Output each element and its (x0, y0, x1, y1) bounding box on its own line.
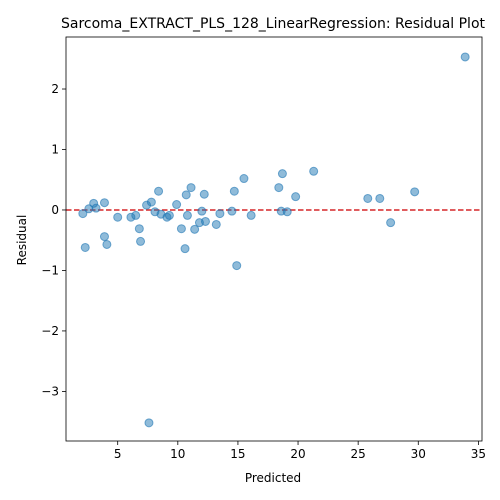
data-points (78, 52, 470, 428)
data-point (154, 186, 164, 196)
data-point (239, 174, 249, 184)
data-point (215, 209, 225, 219)
data-point (134, 224, 144, 234)
x-tick-label: 35 (471, 447, 486, 461)
data-point (246, 210, 256, 220)
data-point (291, 192, 301, 202)
data-point (410, 187, 420, 197)
y-tick-label: −1 (41, 263, 59, 277)
x-tick-label: 15 (230, 447, 245, 461)
data-point (136, 236, 146, 246)
data-point (164, 210, 174, 220)
data-point (199, 189, 209, 199)
data-point (99, 232, 109, 242)
data-point (227, 206, 237, 216)
data-point (375, 193, 385, 203)
data-point (78, 209, 88, 219)
data-point (102, 239, 112, 249)
data-point (99, 198, 109, 208)
data-point (277, 169, 287, 179)
data-point (144, 418, 154, 428)
data-point (113, 212, 123, 222)
data-point (282, 207, 292, 217)
x-tick-label: 10 (170, 447, 185, 461)
data-point (146, 197, 156, 207)
data-point (460, 52, 470, 62)
y-tick-label: −2 (41, 324, 59, 338)
data-point (197, 206, 207, 216)
x-axis-ticks: 5 10 15 20 25 30 35 (114, 441, 486, 461)
data-point (176, 224, 186, 234)
data-point (309, 166, 319, 176)
x-axis-label: Predicted (245, 471, 301, 485)
data-point (232, 261, 242, 271)
chart-title: Sarcoma_EXTRACT_PLS_128_LinearRegression… (61, 16, 486, 32)
y-axis-label: Residual (15, 215, 29, 266)
data-point (186, 183, 196, 193)
data-point (200, 216, 210, 226)
data-point (80, 242, 90, 252)
y-tick-label: −3 (41, 384, 59, 398)
y-axis-ticks: −3 −2 −1 0 1 2 (41, 82, 66, 398)
data-point (181, 190, 191, 200)
data-point (190, 224, 200, 234)
x-tick-label: 30 (411, 447, 426, 461)
data-point (91, 203, 101, 213)
plot-frame (65, 36, 483, 442)
data-point (182, 210, 192, 220)
data-point (180, 244, 190, 254)
data-point (386, 218, 396, 228)
data-point (131, 210, 141, 220)
y-tick-label: 2 (51, 82, 59, 96)
x-tick-label: 25 (351, 447, 366, 461)
data-point (274, 183, 284, 193)
y-tick-label: 0 (51, 203, 59, 217)
data-point (363, 193, 373, 203)
data-point (211, 219, 221, 229)
x-tick-label: 5 (114, 447, 122, 461)
data-point (172, 200, 182, 210)
data-point (229, 186, 239, 196)
x-tick-label: 20 (290, 447, 305, 461)
y-tick-label: 1 (51, 142, 59, 156)
